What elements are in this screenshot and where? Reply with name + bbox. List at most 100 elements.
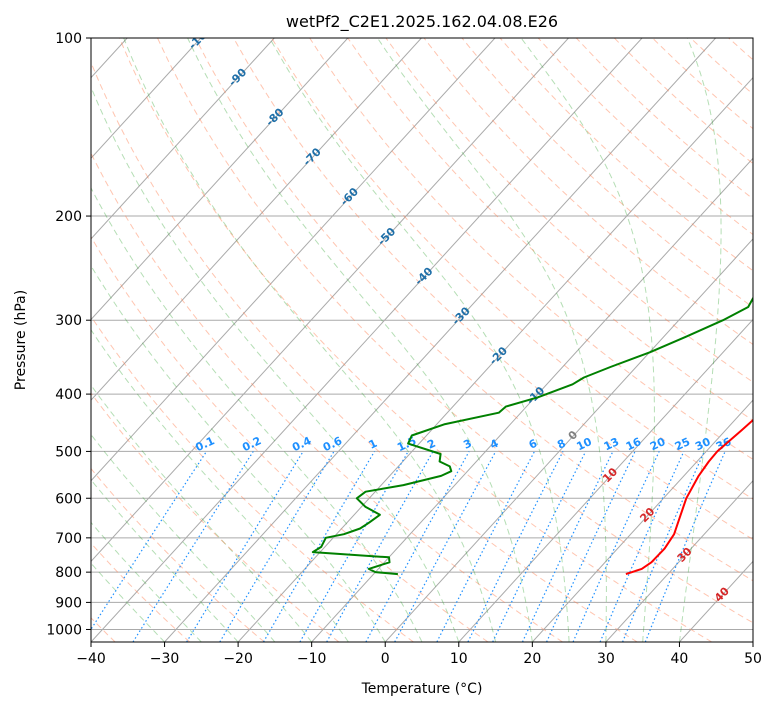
mixing-ratio-line [91, 451, 208, 631]
mixing-ratio-line [436, 451, 536, 642]
y-axis: 100 200 300 400 500 600 700 800 900 1000 [46, 31, 91, 638]
isotherm-line [752, 641, 753, 642]
moist-adiabat [187, 38, 533, 642]
isotherm-line [91, 38, 202, 160]
isotherm-line [605, 480, 753, 642]
x-tick-label: −40 [76, 651, 106, 667]
isobar-grid [91, 38, 753, 630]
dewpoint-line [311, 296, 753, 576]
mixing-ratio-label: 4 [488, 437, 501, 452]
dry-adiabat [91, 235, 489, 642]
isotherm-line [91, 38, 643, 642]
mixing-ratio-line [219, 451, 335, 642]
dry-adiabat [690, 38, 753, 95]
dry-adiabat [118, 38, 713, 642]
moist-adiabat [377, 38, 607, 642]
x-tick-label: 40 [671, 651, 689, 667]
dry-adiabat [91, 467, 265, 642]
mixing-ratio-line [622, 451, 705, 642]
moist-adiabat [91, 562, 165, 642]
moist-adiabat [123, 38, 497, 642]
moist-adiabat [91, 479, 239, 642]
moist-adiabat [91, 186, 423, 642]
y-tick-label: 800 [55, 565, 82, 581]
y-tick-label: 100 [55, 31, 82, 47]
mixing-ratio-label: 30 [693, 435, 713, 453]
moist-adiabat [91, 85, 460, 642]
moist-adiabats [91, 38, 722, 642]
y-tick-label: 200 [55, 209, 82, 225]
dry-adiabat [423, 38, 753, 346]
mixing-ratio-line [299, 451, 409, 642]
mixing-ratio-label: 10 [574, 435, 594, 453]
mixing-ratio-line [492, 451, 587, 642]
dry-adiabat [385, 38, 753, 383]
dry-adiabat [461, 38, 753, 308]
isotherm-line [458, 318, 753, 642]
y-tick-label: 1000 [46, 622, 82, 638]
isotherm-line [164, 38, 717, 642]
temperature-line [625, 418, 753, 576]
dry-adiabat [728, 38, 753, 61]
x-tick-label: −20 [223, 651, 253, 667]
dry-adiabat [537, 38, 753, 236]
dry-adiabat [195, 38, 753, 582]
dry-adiabat [347, 38, 753, 422]
dry-adiabat [309, 38, 753, 460]
y-tick-label: 600 [55, 491, 82, 507]
dry-adiabat [157, 38, 753, 624]
dry-adiabat [767, 38, 775, 642]
moist-adiabat [520, 38, 655, 642]
isotherm-grid [91, 38, 753, 642]
dry-adiabat [91, 61, 638, 642]
y-tick-label: 400 [55, 387, 82, 403]
isotherm-line [91, 38, 569, 563]
y-tick-label: 500 [55, 444, 82, 460]
x-tick-label: 0 [381, 651, 390, 667]
y-axis-title: Pressure (hPa) [13, 290, 29, 390]
plot-area: -100-90-80-70-60-50-40-30-20-10010203040… [91, 38, 775, 642]
moist-adiabat [678, 38, 722, 642]
y-tick-label: 700 [55, 531, 82, 547]
x-axis-title: Temperature (°C) [361, 681, 483, 697]
dry-adiabat [91, 392, 340, 642]
mixing-ratio-line [644, 451, 726, 642]
mixing-ratio-line [186, 451, 304, 642]
dry-adiabat [652, 38, 753, 130]
mixing-ratio-line [394, 451, 497, 642]
y-tick-label: 900 [55, 595, 82, 611]
dry-adiabat [91, 152, 563, 642]
mixing-ratio-line [467, 451, 564, 642]
isotherm-line [531, 399, 753, 642]
mixing-ratio-label: 25 [673, 435, 692, 453]
mixing-ratio-line [572, 451, 660, 642]
plot-frame [90, 37, 754, 643]
x-axis: −40 −30 −20 −10 0 10 20 30 40 50 [76, 642, 762, 667]
x-tick-label: −10 [297, 651, 327, 667]
x-tick-label: 20 [523, 651, 541, 667]
moist-adiabat [91, 264, 386, 642]
moist-adiabat [91, 433, 276, 642]
mixing-ratio-label: 16 [624, 435, 644, 453]
isotherm-line [91, 38, 496, 482]
isotherm-line [237, 76, 753, 642]
isotherm-line [311, 157, 753, 642]
moist-adiabat [269, 38, 570, 642]
chart-title: wetPf2_C2E1.2025.162.04.08.E26 [286, 12, 558, 32]
x-tick-label: −30 [150, 651, 180, 667]
isotherm-line [91, 38, 422, 401]
dry-adiabat [91, 315, 414, 642]
y-tick-label: 300 [55, 313, 82, 329]
isotherm-line [91, 38, 275, 240]
sounding-series [311, 296, 753, 576]
dry-adiabat [271, 38, 753, 500]
isotherm-line [384, 238, 753, 642]
x-tick-label: 50 [744, 651, 762, 667]
mixing-ratio-line [365, 451, 470, 642]
dry-adiabat [233, 38, 753, 541]
mixing-ratio-line [132, 451, 254, 642]
x-tick-label: 30 [597, 651, 615, 667]
mixing-ratio-label: 13 [602, 435, 621, 453]
mixing-ratio-line [599, 451, 685, 642]
